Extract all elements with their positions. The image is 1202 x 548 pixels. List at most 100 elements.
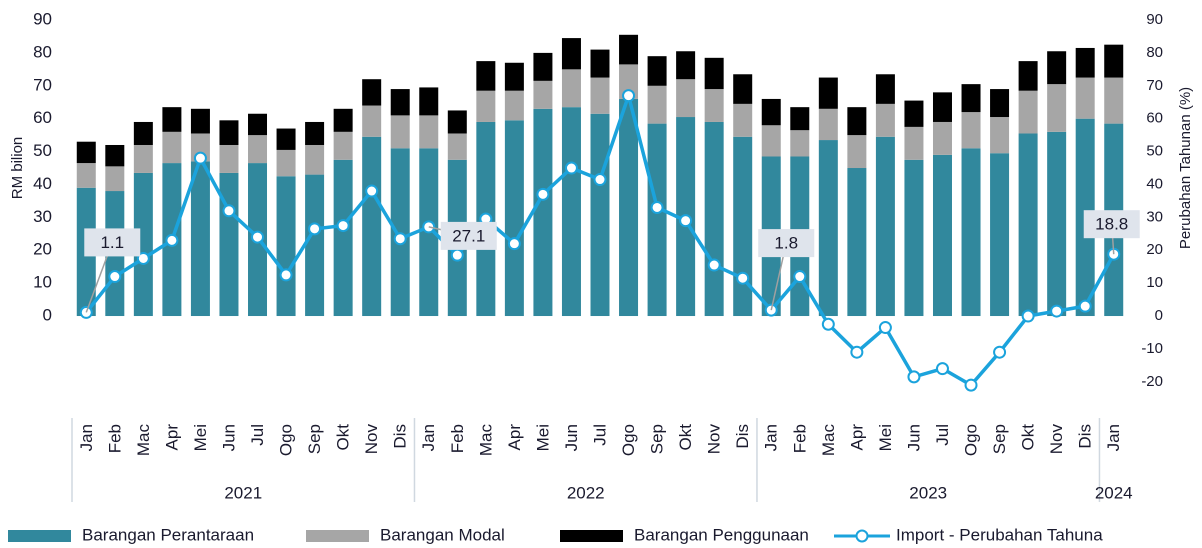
- x-tick-label: Dis: [391, 424, 410, 449]
- y-tick-label: 30: [33, 207, 52, 226]
- bar-segment: [847, 107, 867, 136]
- x-tick-label: Jun: [562, 424, 581, 451]
- bar-segment: [904, 159, 924, 317]
- x-tick-label: Jan: [77, 424, 96, 451]
- bar-segment: [561, 38, 581, 70]
- bar-segment: [162, 131, 182, 164]
- line-point: [136, 251, 150, 265]
- line-point: [308, 222, 322, 236]
- bar-segment: [333, 159, 353, 317]
- line-point: [707, 258, 721, 272]
- y-tick-label: 20: [33, 240, 52, 259]
- annotation-box: [1083, 210, 1140, 239]
- y-tick-label: 40: [33, 174, 52, 193]
- bar-segment: [133, 121, 153, 145]
- legend-swatch: [8, 530, 71, 542]
- y-tick-label: 10: [33, 273, 52, 292]
- bar-segment: [76, 163, 96, 188]
- annotation-box: [84, 228, 141, 257]
- line-point: [536, 187, 550, 201]
- bar-segment: [362, 79, 382, 106]
- bar-segment: [932, 92, 952, 122]
- line-point: [935, 362, 949, 376]
- bar-segment: [419, 115, 439, 149]
- bar-segment: [105, 166, 125, 192]
- bar-segment: [190, 161, 210, 317]
- line-point: [336, 219, 350, 233]
- bar-segment: [647, 56, 667, 86]
- bar-segment: [875, 103, 895, 137]
- bar-segment: [619, 34, 639, 65]
- legend-label: Barangan Penggunaan: [634, 525, 809, 544]
- bar-segment: [961, 148, 981, 317]
- y2-tick-label: 60: [1146, 110, 1163, 127]
- bar-segment: [447, 110, 467, 134]
- x-tick-label: Sep: [305, 424, 324, 454]
- x-tick-label: Ogo: [962, 424, 981, 456]
- line-point: [450, 248, 464, 262]
- y-tick-label: 70: [33, 75, 52, 94]
- x-tick-label: Apr: [162, 424, 181, 451]
- y2-tick-label: 10: [1146, 274, 1163, 291]
- bar-segment: [561, 107, 581, 317]
- y2-tick-label: 40: [1146, 175, 1163, 192]
- bar-segment: [704, 57, 724, 90]
- x-tick-label: Apr: [505, 424, 524, 451]
- bar-segment: [248, 113, 268, 136]
- bar-segment: [362, 105, 382, 137]
- line-point: [108, 270, 122, 284]
- bar-segment: [704, 89, 724, 122]
- group-label: 2024: [1095, 483, 1133, 502]
- bar-segment: [619, 64, 639, 99]
- x-tick-label: Nov: [705, 424, 724, 455]
- annotation-box: [758, 229, 815, 258]
- x-tick-label: Jun: [904, 424, 923, 451]
- data-label: 1.1: [100, 233, 124, 252]
- x-tick-label: Sep: [990, 424, 1009, 454]
- bar-segment: [504, 90, 524, 121]
- bar-segment: [647, 85, 667, 124]
- x-tick-label: Dis: [733, 424, 752, 449]
- y-tick-label: 60: [33, 108, 52, 127]
- x-tick-label: Nov: [1047, 424, 1066, 455]
- bar-segment: [533, 52, 553, 81]
- bar-segment: [476, 90, 496, 122]
- y-axis-label: RM bilion: [9, 137, 26, 200]
- line-point: [679, 214, 693, 228]
- bar-segment: [761, 98, 781, 126]
- bar-segment: [333, 108, 353, 132]
- bar-segment: [733, 74, 753, 104]
- group-label: 2021: [224, 483, 262, 502]
- y-tick-label: 80: [33, 42, 52, 61]
- bar-segment: [419, 87, 439, 116]
- y2-tick-label: 80: [1146, 44, 1163, 61]
- line-point: [564, 161, 578, 175]
- y2-tick-label: -20: [1141, 373, 1163, 390]
- x-tick-label: Mei: [191, 424, 210, 451]
- bar-segment: [790, 107, 810, 131]
- bar-segment: [818, 108, 838, 141]
- bar-segment: [619, 98, 639, 317]
- line-point: [850, 345, 864, 359]
- x-tick-label: Okt: [676, 424, 695, 451]
- line-point: [165, 233, 179, 247]
- legend-label: Barangan Perantaraan: [82, 525, 254, 544]
- bar-segment: [533, 80, 553, 109]
- bar-segment: [305, 144, 325, 175]
- x-tick-label: Mac: [476, 424, 495, 457]
- bar-segment: [447, 133, 467, 160]
- bar-segment: [590, 77, 610, 114]
- legend-swatch: [306, 530, 369, 542]
- bar-segment: [276, 176, 296, 317]
- y-tick-label: 50: [33, 141, 52, 160]
- group-label: 2022: [567, 483, 605, 502]
- x-tick-label: Feb: [105, 424, 124, 453]
- line-point: [1050, 304, 1064, 318]
- bar-segment: [1047, 51, 1067, 85]
- bar-segment: [676, 79, 696, 118]
- line-point: [964, 378, 978, 392]
- line-point: [1021, 309, 1035, 323]
- line-point: [993, 345, 1007, 359]
- x-tick-label: Okt: [334, 424, 353, 451]
- bar-segment: [818, 77, 838, 109]
